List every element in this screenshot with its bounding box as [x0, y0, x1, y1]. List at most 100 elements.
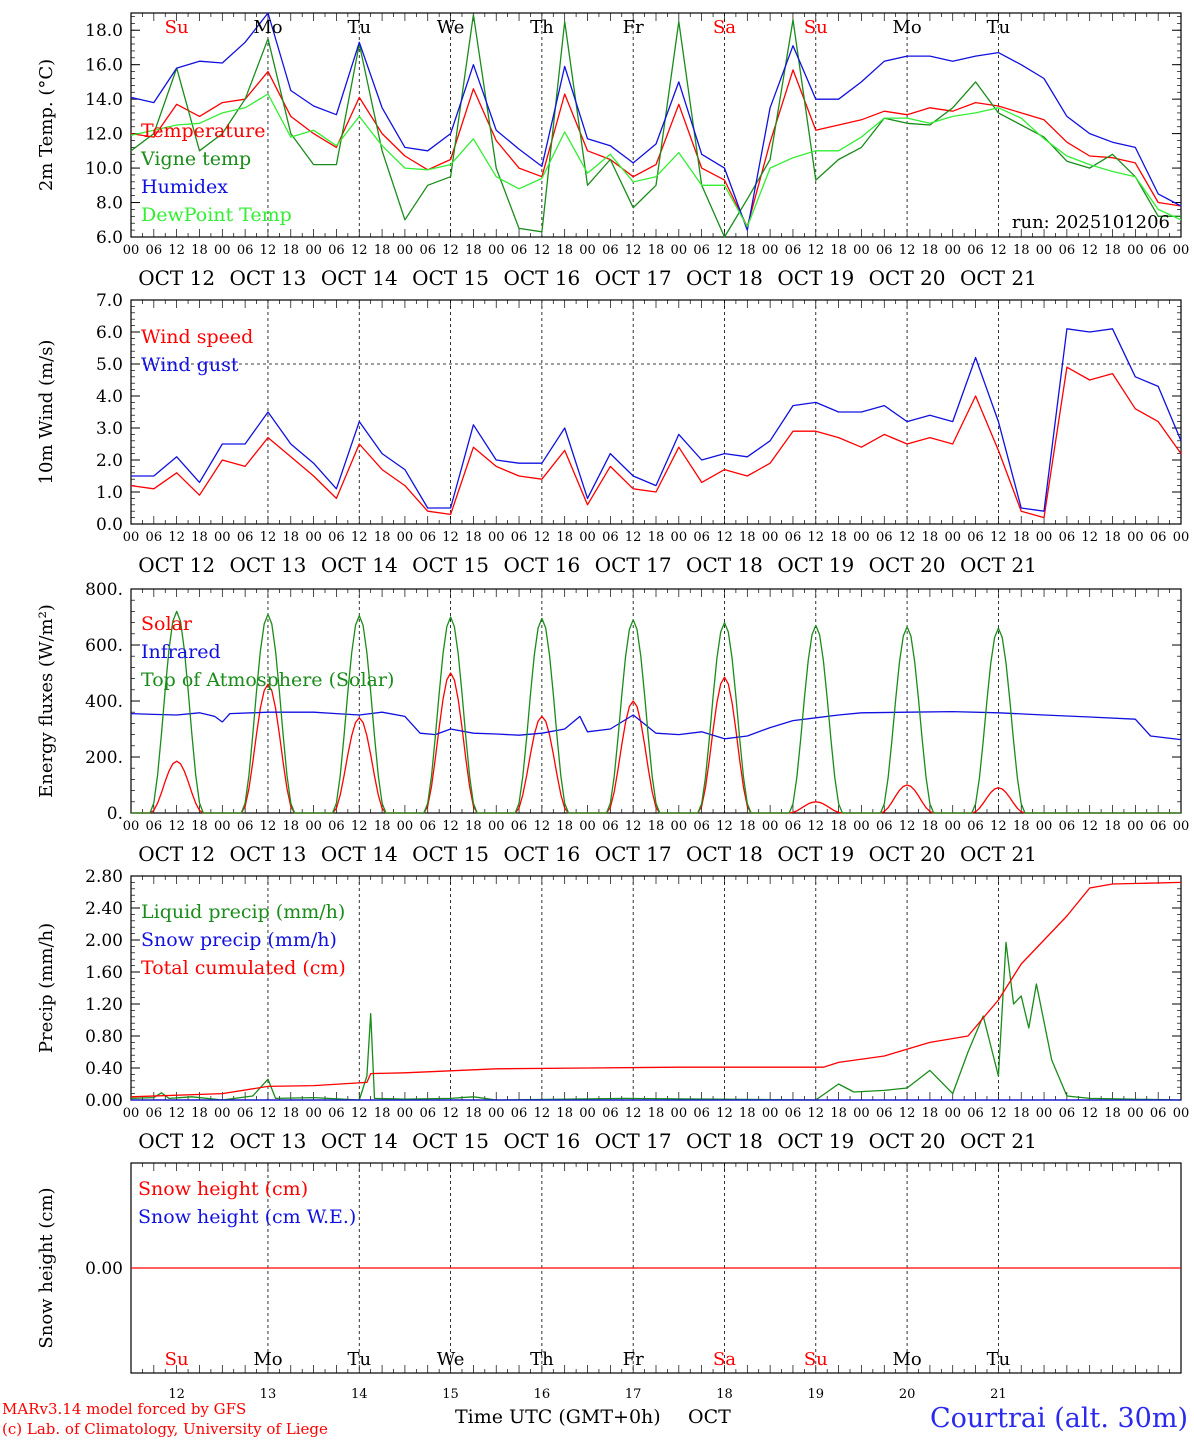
- series-dewpoint-temp: [130, 93, 1182, 228]
- hour-label: 12: [808, 530, 825, 545]
- date-label: OCT 14: [321, 266, 398, 290]
- y-tick-label: 8.0: [96, 194, 123, 214]
- hour-label: 00: [671, 243, 688, 258]
- hour-label: 00: [397, 1106, 414, 1121]
- hour-label: 00: [397, 243, 414, 258]
- series-wind-speed: [130, 366, 1182, 519]
- hour-label: 12: [625, 1106, 642, 1121]
- hour-label: 12: [442, 530, 459, 545]
- hour-label: 12: [625, 243, 642, 258]
- hour-label: 00: [488, 530, 505, 545]
- time-axis-month: OCT: [688, 1406, 731, 1428]
- y-axis-title: 10m Wind (m/s): [36, 340, 57, 485]
- y-tick-label: 6.0: [96, 323, 123, 343]
- hour-label: 12: [534, 530, 551, 545]
- y-tick-label: 7.0: [96, 291, 123, 311]
- y-tick-label: 1.20: [85, 995, 123, 1015]
- series-humidex: [130, 12, 1182, 231]
- hour-label: 00: [1127, 243, 1144, 258]
- date-label: OCT 18: [686, 553, 763, 577]
- hour-label: 18: [556, 530, 573, 545]
- hour-label: 12: [260, 243, 277, 258]
- panel-frame: [130, 299, 1182, 525]
- panel-frame: [130, 588, 1182, 814]
- hour-label: 12: [990, 530, 1007, 545]
- hour-label: 18: [374, 243, 391, 258]
- day-name-label: Tu: [347, 1349, 371, 1370]
- hour-label: 18: [830, 530, 847, 545]
- hour-label: 12: [534, 819, 551, 834]
- day-name-label: Sa: [713, 17, 736, 38]
- hour-label: 06: [1059, 530, 1076, 545]
- hour-label: 18: [465, 1106, 482, 1121]
- y-tick-label: 2.40: [85, 899, 123, 919]
- hour-label: 06: [785, 530, 802, 545]
- date-label: OCT 12: [138, 266, 215, 290]
- run-label: run: 2025101206: [1012, 212, 1170, 233]
- date-label: OCT 14: [321, 1129, 398, 1153]
- hour-label: 00: [214, 1106, 231, 1121]
- date-label: OCT 13: [230, 1129, 307, 1153]
- hour-label: 00: [762, 1106, 779, 1121]
- day-name-label: Th: [530, 1349, 554, 1370]
- hour-label: 12: [899, 243, 916, 258]
- hour-label: 12: [1081, 819, 1098, 834]
- date-label: OCT 12: [138, 842, 215, 866]
- hour-label: 06: [967, 530, 984, 545]
- hour-label: 06: [1059, 1106, 1076, 1121]
- hour-label: 18: [1013, 530, 1030, 545]
- legend-item: Vigne temp: [140, 148, 251, 170]
- hour-label: 06: [876, 243, 893, 258]
- hour-label: 18: [191, 243, 208, 258]
- hour-label: 06: [785, 243, 802, 258]
- hour-label: 06: [785, 1106, 802, 1121]
- hour-label: 18: [556, 1106, 573, 1121]
- day-name-label: Fr: [623, 1349, 644, 1370]
- legend-item: Wind speed: [141, 326, 253, 348]
- hour-label: 12: [990, 243, 1007, 258]
- hour-label: 00: [762, 819, 779, 834]
- hour-label: 00: [488, 1106, 505, 1121]
- location-label: Courtrai (alt. 30m): [930, 1403, 1188, 1434]
- hour-label: 06: [328, 1106, 345, 1121]
- day-name-label: We: [437, 1349, 465, 1370]
- date-label: OCT 18: [686, 266, 763, 290]
- day-name-label: Th: [530, 17, 554, 38]
- hour-label: 00: [1173, 243, 1190, 258]
- y-tick-label: 0.00: [85, 1091, 123, 1111]
- hour-label: 00: [123, 1106, 140, 1121]
- hour-label: 00: [1036, 530, 1053, 545]
- hour-label: 18: [1013, 1106, 1030, 1121]
- hour-label: 06: [419, 530, 436, 545]
- legend-item: Infrared: [141, 641, 221, 663]
- hour-label: 00: [488, 819, 505, 834]
- hour-label: 18: [739, 530, 756, 545]
- hour-label: 06: [146, 819, 163, 834]
- hour-label: 06: [1059, 243, 1076, 258]
- series-vigne-temp: [130, 14, 1181, 238]
- date-label: OCT 20: [869, 1129, 946, 1153]
- hour-label: 18: [648, 530, 665, 545]
- series-temperature: [130, 69, 1182, 228]
- hour-label: 06: [967, 243, 984, 258]
- hour-label: 00: [123, 819, 140, 834]
- legend-item: Wind gust: [141, 354, 239, 376]
- hour-label: 12: [716, 530, 733, 545]
- hour-label: 12: [351, 1106, 368, 1121]
- y-tick-label: 12.0: [85, 125, 123, 145]
- hour-label: 00: [853, 1106, 870, 1121]
- hour-label: 18: [922, 1106, 939, 1121]
- date-label: OCT 20: [869, 266, 946, 290]
- hour-label: 12: [808, 1106, 825, 1121]
- hour-label: 00: [1036, 243, 1053, 258]
- hour-label: 12: [442, 1106, 459, 1121]
- hour-label: 06: [511, 243, 528, 258]
- y-tick-label: 14.0: [85, 90, 123, 110]
- hour-label: 18: [283, 819, 300, 834]
- hour-label: 06: [237, 530, 254, 545]
- date-label: OCT 17: [595, 1129, 672, 1153]
- hour-label: 00: [579, 243, 596, 258]
- hour-label: 12: [168, 819, 185, 834]
- panel-wind: 0.0 1.0 2.0 3.0 4.0 5.0 6.0 7.0 10m Wind (m/s) Wi…: [36, 291, 1189, 577]
- legend-item: Liquid precip (mm/h): [141, 901, 345, 923]
